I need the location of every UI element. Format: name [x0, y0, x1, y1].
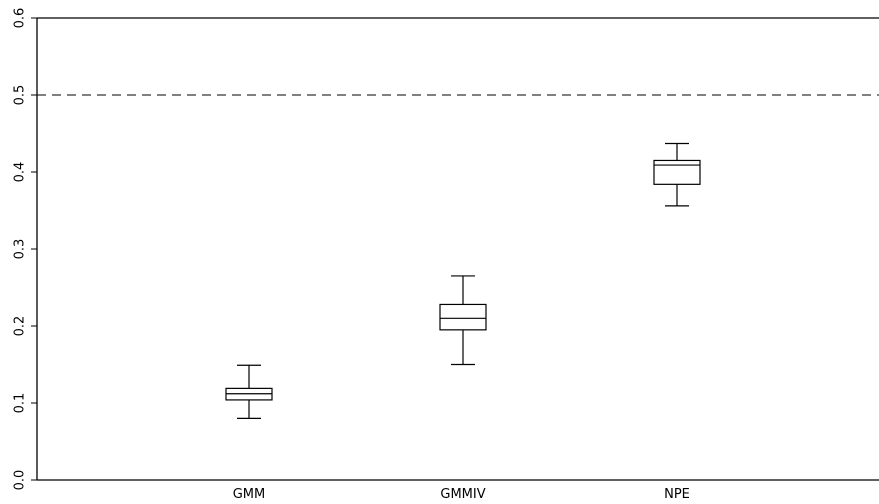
category-label: NPE [664, 487, 690, 502]
y-tick-label: 0.3 [13, 239, 28, 260]
box-gmmiv [439, 275, 487, 366]
category-label: GMMIV [440, 487, 485, 502]
y-tick-label: 0.1 [13, 393, 28, 414]
y-tick-label: 0.0 [13, 470, 28, 491]
iqr-box [439, 303, 487, 331]
y-tick-label: 0.6 [13, 8, 28, 29]
y-tick-label: 0.2 [13, 316, 28, 337]
y-tick-label: 0.5 [13, 85, 28, 106]
category-label: GMM [233, 487, 266, 502]
iqr-box [653, 159, 701, 185]
box-npe [653, 142, 701, 207]
y-tick-label: 0.4 [13, 162, 28, 183]
box-gmm [225, 364, 273, 419]
